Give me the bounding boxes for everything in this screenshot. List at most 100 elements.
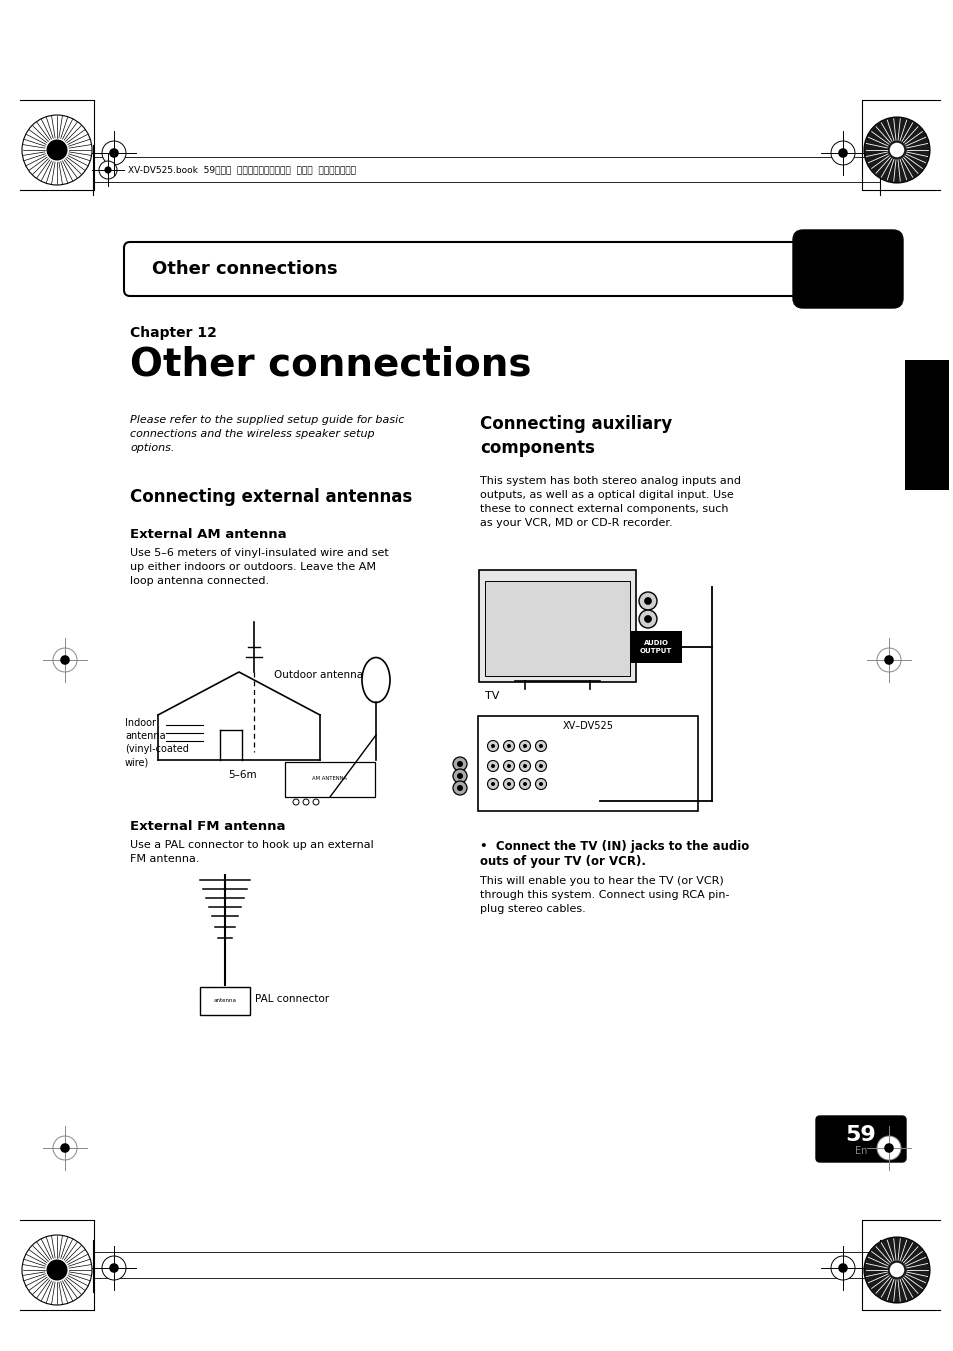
Circle shape [60, 1143, 70, 1152]
Circle shape [99, 161, 117, 178]
Text: AM ANTENNA: AM ANTENNA [313, 777, 347, 781]
Circle shape [453, 757, 467, 771]
Circle shape [830, 1256, 854, 1279]
Circle shape [456, 773, 462, 780]
Circle shape [491, 765, 495, 767]
Text: En: En [854, 1146, 866, 1156]
Circle shape [506, 744, 511, 748]
FancyBboxPatch shape [124, 242, 825, 296]
Circle shape [863, 118, 929, 182]
Circle shape [102, 1256, 126, 1279]
Circle shape [102, 141, 126, 165]
Circle shape [22, 1235, 91, 1305]
Text: XV–DV525: XV–DV525 [562, 721, 613, 731]
Circle shape [104, 166, 112, 173]
Circle shape [487, 761, 498, 771]
Circle shape [487, 740, 498, 751]
Text: XV-DV525.book  59ページ  ２００４年２月１８日  水曜日  午後２時２９分: XV-DV525.book 59ページ ２００４年２月１８日 水曜日 午後２時２… [128, 166, 355, 174]
Circle shape [491, 744, 495, 748]
Circle shape [889, 143, 903, 157]
Circle shape [883, 655, 893, 665]
FancyBboxPatch shape [792, 230, 902, 308]
Circle shape [883, 1143, 893, 1152]
Circle shape [47, 139, 68, 161]
Bar [904, 359, 948, 490]
Circle shape [487, 778, 498, 789]
Circle shape [303, 798, 309, 805]
Text: Indoor
antenna
(vinyl-coated
wire): Indoor antenna (vinyl-coated wire) [125, 717, 189, 767]
Circle shape [503, 740, 514, 751]
Circle shape [53, 1136, 77, 1161]
Text: English: English [921, 404, 931, 446]
Circle shape [522, 782, 526, 786]
Bar [477, 716, 698, 811]
Circle shape [22, 115, 91, 185]
Text: Use a PAL connector to hook up an external
FM antenna.: Use a PAL connector to hook up an extern… [130, 840, 374, 865]
Text: 5–6m: 5–6m [228, 770, 256, 780]
Circle shape [838, 1263, 847, 1273]
Circle shape [456, 761, 462, 767]
Circle shape [60, 655, 70, 665]
Text: 12: 12 [830, 257, 864, 281]
Circle shape [863, 1238, 929, 1302]
Bar [200, 988, 250, 1015]
Circle shape [109, 149, 119, 158]
Text: AUDIO
OUTPUT: AUDIO OUTPUT [639, 640, 672, 654]
Text: Other connections: Other connections [152, 259, 337, 278]
Circle shape [538, 782, 542, 786]
Circle shape [889, 1263, 903, 1277]
Circle shape [522, 765, 526, 767]
Text: This system has both stereo analog inputs and
outputs, as well as a optical digi: This system has both stereo analog input… [479, 476, 740, 528]
Circle shape [639, 611, 657, 628]
Ellipse shape [361, 658, 390, 703]
Text: PAL connector: PAL connector [254, 994, 329, 1004]
Circle shape [503, 778, 514, 789]
Text: External AM antenna: External AM antenna [130, 528, 286, 540]
Circle shape [876, 648, 900, 671]
Circle shape [538, 765, 542, 767]
FancyBboxPatch shape [478, 570, 636, 682]
Circle shape [644, 597, 651, 604]
Text: Outdoor antenna: Outdoor antenna [274, 670, 363, 680]
Text: Use 5–6 meters of vinyl-insulated wire and set
up either indoors or outdoors. Le: Use 5–6 meters of vinyl-insulated wire a… [130, 549, 388, 586]
Text: Connecting external antennas: Connecting external antennas [130, 488, 412, 507]
Circle shape [519, 778, 530, 789]
Text: Please refer to the supplied setup guide for basic
connections and the wireless : Please refer to the supplied setup guide… [130, 415, 404, 453]
Circle shape [313, 798, 318, 805]
Circle shape [535, 761, 546, 771]
Circle shape [491, 782, 495, 786]
Bar [629, 631, 681, 663]
Text: •  Connect the TV (IN) jacks to the audio: • Connect the TV (IN) jacks to the audio [479, 840, 748, 852]
Circle shape [453, 781, 467, 794]
Text: outs of your TV (or VCR).: outs of your TV (or VCR). [479, 855, 645, 867]
Text: antenna: antenna [213, 998, 236, 1004]
Text: 59: 59 [844, 1125, 876, 1146]
Circle shape [453, 769, 467, 784]
FancyBboxPatch shape [815, 1116, 905, 1162]
Circle shape [538, 744, 542, 748]
Bar [484, 581, 629, 676]
Circle shape [876, 1136, 900, 1161]
Bar [285, 762, 375, 797]
Circle shape [293, 798, 298, 805]
Text: Other connections: Other connections [130, 345, 531, 382]
Circle shape [506, 765, 511, 767]
Circle shape [506, 782, 511, 786]
Circle shape [519, 740, 530, 751]
Circle shape [639, 592, 657, 611]
Text: Connecting auxiliary
components: Connecting auxiliary components [479, 415, 672, 457]
Text: Chapter 12: Chapter 12 [130, 326, 216, 340]
Circle shape [519, 761, 530, 771]
Circle shape [53, 648, 77, 671]
Circle shape [456, 785, 462, 790]
Circle shape [47, 1259, 68, 1281]
Circle shape [535, 740, 546, 751]
Text: This will enable you to hear the TV (or VCR)
through this system. Connect using : This will enable you to hear the TV (or … [479, 875, 729, 915]
Circle shape [503, 761, 514, 771]
Circle shape [109, 1263, 119, 1273]
Text: External FM antenna: External FM antenna [130, 820, 285, 834]
Circle shape [522, 744, 526, 748]
Circle shape [644, 616, 651, 623]
Circle shape [830, 141, 854, 165]
Circle shape [535, 778, 546, 789]
